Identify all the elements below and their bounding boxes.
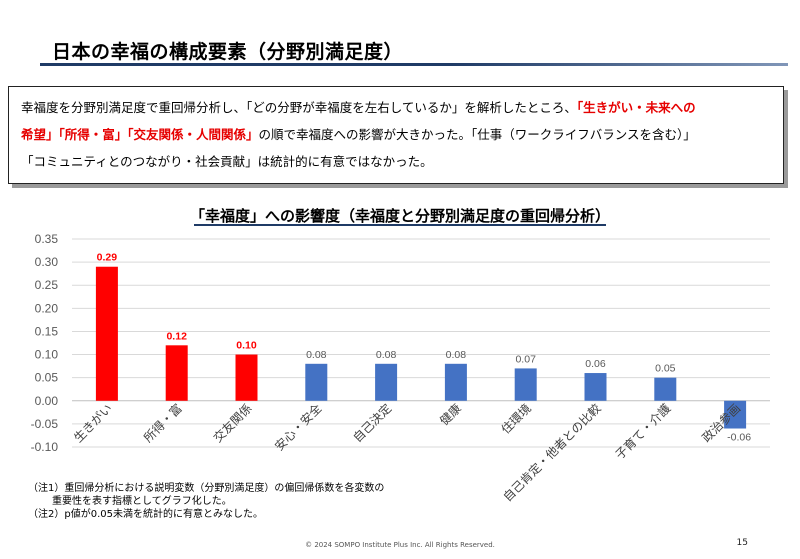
- y-tick-label: 0.15: [35, 324, 59, 338]
- summary-box: 幸福度を分野別満足度で重回帰分析し、「どの分野が幸福度を左右しているか」を解析し…: [8, 86, 784, 184]
- data-label: 0.08: [306, 349, 327, 361]
- bar: [165, 345, 188, 401]
- bar: [654, 377, 677, 401]
- summary-highlight: 「生きがい・未来への: [576, 100, 696, 115]
- bar: [235, 354, 258, 401]
- y-tick-label: -0.10: [31, 440, 59, 454]
- data-label: 0.05: [655, 363, 676, 375]
- title-rule: [40, 63, 788, 66]
- note-1-line-2: 重要性を表す指標としてグラフ化した。: [52, 496, 232, 507]
- chart-title-underline: [194, 224, 606, 226]
- bar: [584, 373, 607, 401]
- bar: [444, 363, 467, 401]
- y-tick-label: 0.20: [35, 301, 59, 315]
- bar: [514, 368, 537, 401]
- y-tick-label: 0.35: [35, 232, 59, 246]
- data-label: 0.29: [97, 252, 118, 264]
- summary-segment: 「コミュニティとのつながり・社会貢献」は統計的に有意ではなかった。: [21, 154, 433, 169]
- x-category-label: 交友関係: [210, 401, 255, 446]
- page-number: 15: [736, 538, 748, 548]
- page-title: 日本の幸福の構成要素（分野別満足度）: [52, 41, 404, 63]
- x-category-label: 所得・富: [140, 401, 185, 446]
- summary-line: 「コミュニティとのつながり・社会貢献」は統計的に有意ではなかった。: [21, 148, 773, 175]
- data-label: 0.06: [585, 358, 606, 370]
- x-category-label: 住環境: [498, 401, 534, 437]
- summary-highlight: 希望」「所得・富」「交友関係・人間関係」: [21, 127, 259, 142]
- y-tick-label: -0.05: [31, 417, 59, 431]
- copyright-footer: © 2024 SOMPO Institute Plus Inc. All Rig…: [305, 541, 495, 549]
- data-label: 0.07: [515, 353, 536, 365]
- summary-text: 幸福度を分野別満足度で重回帰分析し、「どの分野が幸福度を左右しているか」を解析し…: [21, 94, 773, 175]
- note-2: （注2）p値が0.05未満を統計的に有意とみなした。: [28, 509, 263, 520]
- y-tick-label: 0.05: [35, 371, 59, 385]
- y-tick-label: 0.30: [35, 255, 59, 269]
- y-tick-label: 0.10: [35, 348, 59, 362]
- data-label: 0.12: [166, 330, 187, 342]
- notes: （注1）重回帰分析における説明変数（分野別満足度）の偏回帰係数を各変数の 重要性…: [28, 482, 384, 521]
- x-category-label: 子育て・介護: [612, 401, 674, 463]
- bar: [95, 266, 118, 401]
- bar: [305, 363, 328, 401]
- x-category-label: 自己決定: [350, 401, 395, 446]
- data-label: -0.06: [727, 432, 751, 444]
- x-category-label: 安心・安全: [271, 401, 324, 454]
- y-tick-label: 0.25: [35, 278, 59, 292]
- summary-segment: の順で幸福度への影響が大きかった。「仕事（ワークライフバランスを含む）」: [258, 127, 696, 142]
- x-category-label: 生きがい: [70, 401, 115, 446]
- bar: [724, 400, 747, 429]
- data-label: 0.08: [376, 349, 397, 361]
- summary-line: 希望」「所得・富」「交友関係・人間関係」の順で幸福度への影響が大きかった。「仕事…: [21, 121, 773, 148]
- summary-segment: 幸福度を分野別満足度で重回帰分析し、「どの分野が幸福度を左右しているか」を解析し…: [21, 100, 577, 115]
- data-label: 0.10: [236, 340, 257, 352]
- note-1-line-1: （注1）重回帰分析における説明変数（分野別満足度）の偏回帰係数を各変数の: [28, 483, 385, 494]
- summary-line: 幸福度を分野別満足度で重回帰分析し、「どの分野が幸福度を左右しているか」を解析し…: [21, 94, 773, 121]
- y-tick-label: 0.00: [35, 394, 59, 408]
- data-label: 0.08: [446, 349, 467, 361]
- bar: [375, 363, 398, 401]
- chart-title: 「幸福度」への影響度（幸福度と分野別満足度の重回帰分析）: [189, 207, 610, 225]
